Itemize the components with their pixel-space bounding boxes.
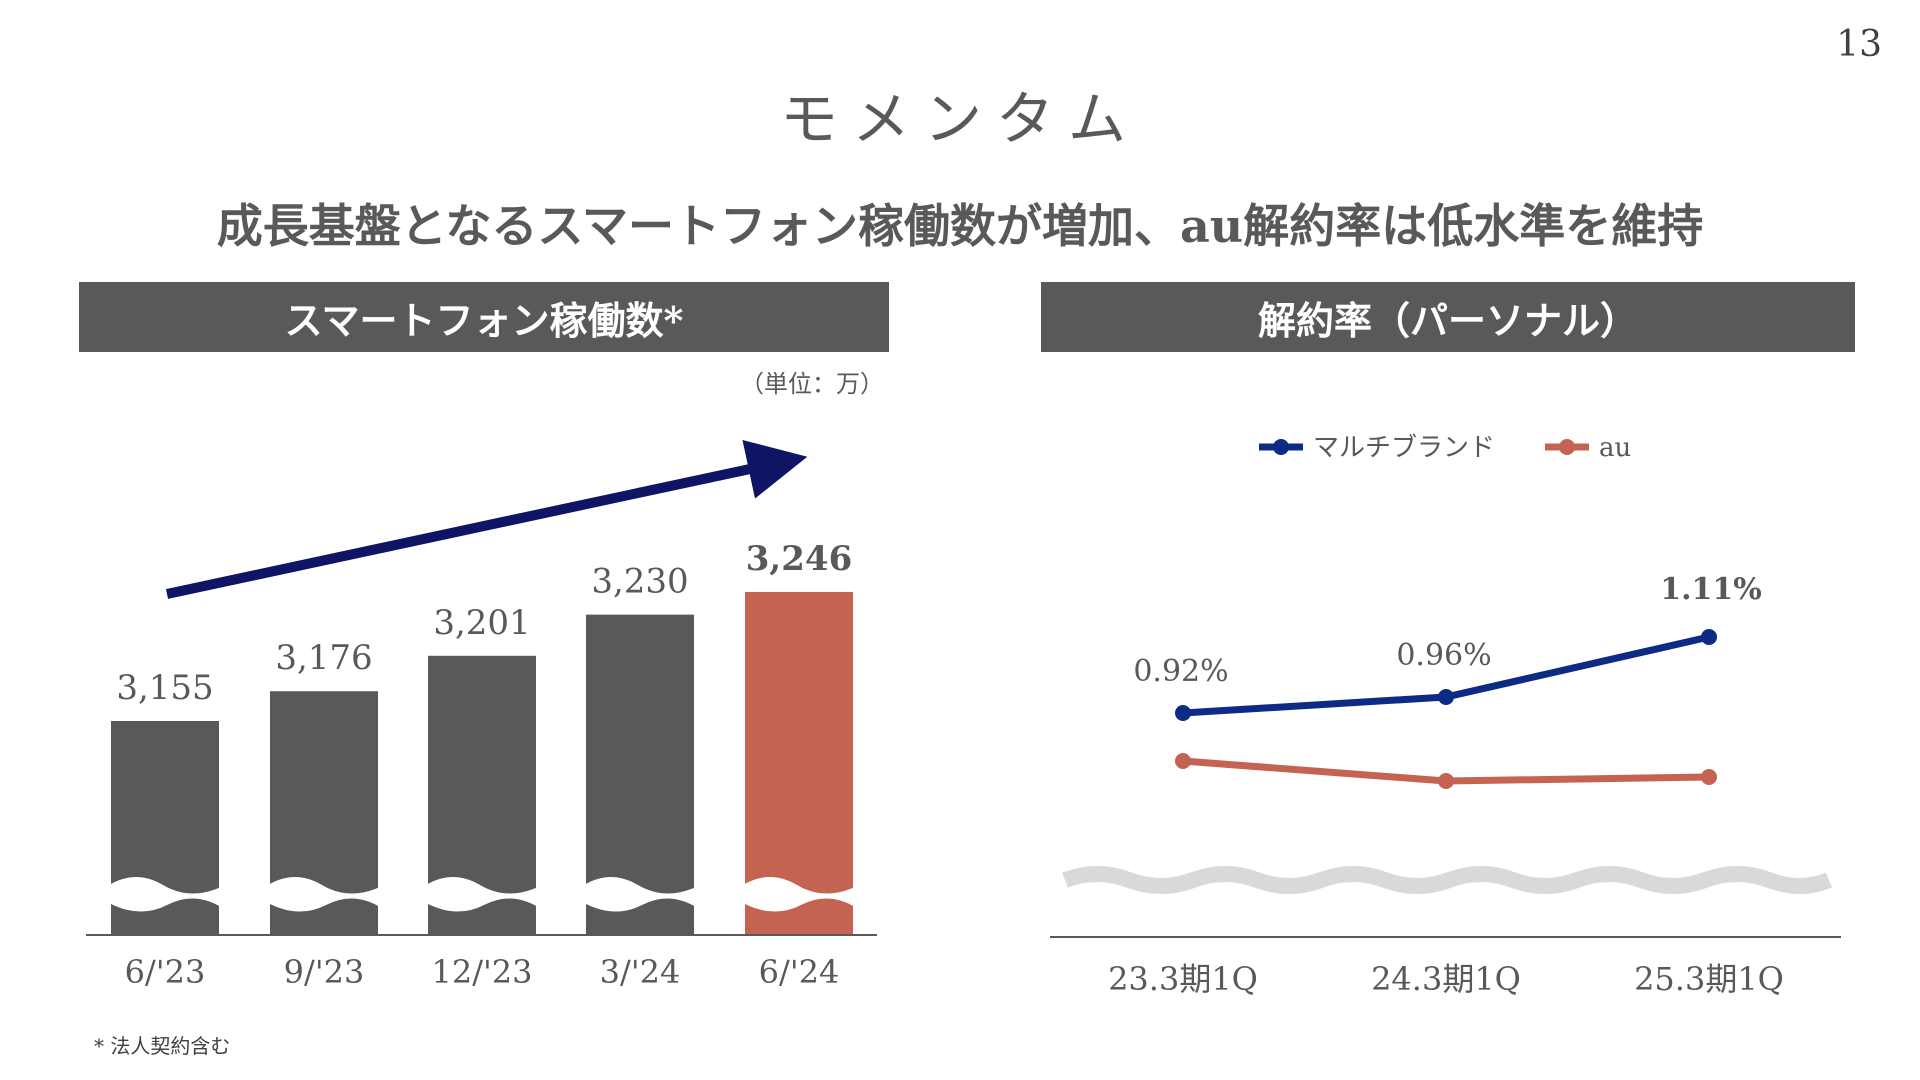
- x-tick-label: 25.3期1Q: [1634, 960, 1784, 998]
- bar-value-label: 3,230: [591, 562, 688, 602]
- legend-label-multibrand: マルチブランド: [1313, 433, 1495, 463]
- data-point: [1701, 769, 1717, 785]
- bar-chart-header: スマートフォン稼働数*: [79, 282, 889, 352]
- legend-marker-multibrand: [1273, 439, 1289, 455]
- x-tick-label: 3/'24: [600, 953, 681, 991]
- data-label: 0.92%: [1133, 654, 1228, 689]
- data-label: 0.96%: [1396, 638, 1491, 673]
- axis-break-wave: [426, 877, 538, 912]
- data-point: [1175, 753, 1191, 769]
- page-title: モメンタム: [779, 85, 1140, 153]
- x-tick-label: 9/'23: [284, 953, 365, 991]
- axis-break-wave: [743, 877, 855, 912]
- bar-value-label: 3,155: [116, 668, 213, 708]
- footnote: * 法人契約含む: [94, 1034, 231, 1058]
- page-number: 13: [1836, 24, 1882, 65]
- page-subtitle: 成長基盤となるスマートフォン稼働数が増加、au解約率は低水準を維持: [216, 199, 1704, 253]
- x-tick-label: 6/'23: [125, 953, 206, 991]
- x-tick-label: 12/'23: [431, 953, 532, 991]
- line-chart-header: 解約率（パーソナル）: [1041, 282, 1855, 352]
- data-point: [1701, 629, 1717, 645]
- bar-value-label: 3,201: [433, 603, 530, 643]
- data-point: [1175, 705, 1191, 721]
- unit-label: （単位：万）: [740, 370, 884, 398]
- bar-value-label: 3,246: [746, 539, 852, 579]
- axis-break-wave: [109, 877, 221, 912]
- bar-value-label: 3,176: [275, 638, 372, 678]
- axis-break-wave: [268, 877, 380, 912]
- trend-arrow: [165, 439, 808, 599]
- data-point: [1438, 773, 1454, 789]
- axis-break-wave: [1062, 866, 1833, 894]
- x-tick-label: 6/'24: [759, 953, 840, 991]
- x-tick-label: 24.3期1Q: [1371, 960, 1521, 998]
- x-tick-label: 23.3期1Q: [1108, 960, 1258, 998]
- axis-break-wave: [584, 877, 696, 912]
- data-label: 1.11%: [1660, 572, 1762, 607]
- data-point: [1438, 689, 1454, 705]
- legend-marker-au: [1559, 439, 1575, 455]
- legend-label-au: au: [1599, 433, 1631, 463]
